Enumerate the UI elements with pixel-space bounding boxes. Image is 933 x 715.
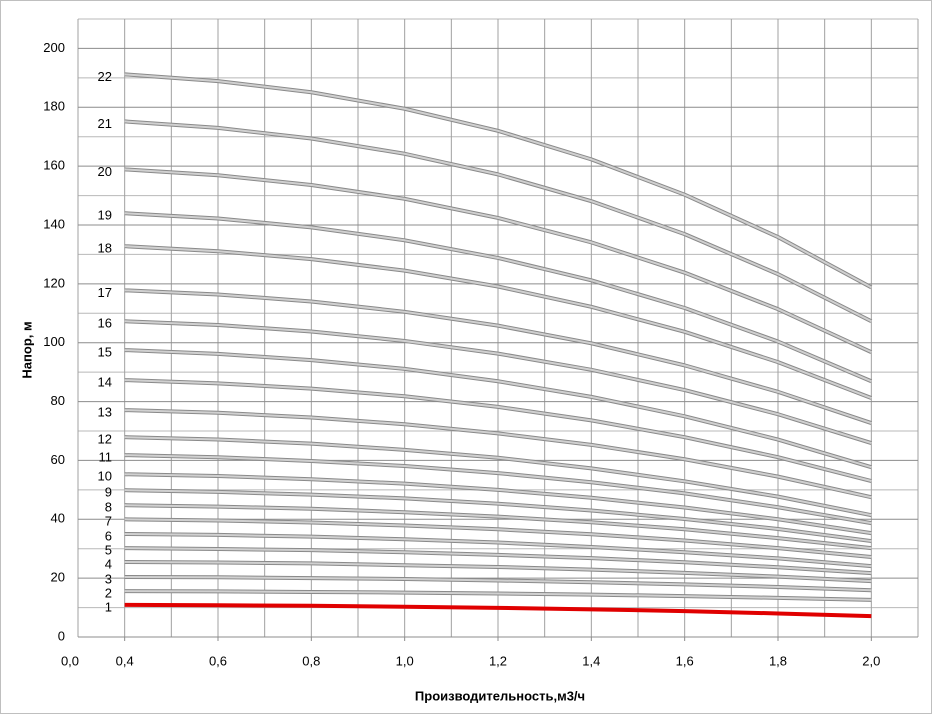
y-tick-label: 80 — [51, 393, 65, 408]
series-label: 10 — [98, 469, 112, 484]
y-tick-label: 40 — [51, 511, 65, 526]
pump-curve — [124, 212, 872, 383]
series-label: 21 — [98, 116, 112, 131]
pump-curve — [124, 245, 872, 399]
x-tick-label: 1,4 — [582, 653, 600, 668]
pump-curve — [124, 168, 872, 354]
series-label: 4 — [105, 556, 112, 571]
series-label: 16 — [98, 316, 112, 331]
pump-curve — [124, 560, 872, 583]
x-tick-label: 2,0 — [862, 653, 880, 668]
series-label: 8 — [105, 500, 112, 515]
series-label: 1 — [105, 599, 112, 614]
y-tick-label: 100 — [43, 334, 65, 349]
x-tick-label: 1,6 — [676, 653, 694, 668]
pump-curve — [124, 436, 872, 517]
pump-curve — [124, 473, 872, 535]
series-label: 5 — [105, 543, 112, 558]
x-tick-label: 1,2 — [489, 653, 507, 668]
x-tick-label: 0,8 — [302, 653, 320, 668]
series-label: 7 — [105, 514, 112, 529]
y-tick-label: 140 — [43, 216, 65, 231]
x-tick-label: 0,6 — [209, 653, 227, 668]
series-label: 2 — [105, 586, 112, 601]
y-tick-label: 160 — [43, 158, 65, 173]
pump-curve — [124, 602, 872, 619]
pump-curve — [124, 533, 872, 568]
pump-curve — [124, 454, 872, 525]
pump-curve — [124, 489, 872, 543]
pump-curve — [124, 409, 872, 499]
pump-curve — [124, 379, 872, 482]
series-label: 12 — [98, 432, 112, 447]
series-label: 3 — [105, 571, 112, 586]
y-tick-label: 20 — [51, 570, 65, 585]
pump-curve — [124, 518, 872, 558]
series-label: 18 — [98, 241, 112, 256]
y-tick-label: 120 — [43, 275, 65, 290]
x-axis-title: Производительность,м3/ч — [415, 688, 585, 703]
pump-curve — [124, 590, 872, 601]
pump-curve — [124, 320, 872, 445]
y-tick-label: 200 — [43, 40, 65, 55]
pump-curve — [124, 120, 872, 323]
series-label: 14 — [98, 375, 112, 390]
x-tick-label: 0,4 — [116, 653, 134, 668]
pump-curve — [124, 289, 872, 425]
y-tick-label: 60 — [51, 452, 65, 467]
series-label: 9 — [105, 485, 112, 500]
series-label: 20 — [98, 164, 112, 179]
y-tick-label: 180 — [43, 99, 65, 114]
pump-curve — [124, 504, 872, 550]
pump-curve — [124, 547, 872, 575]
series-label: 6 — [105, 528, 112, 543]
series-label: 13 — [98, 405, 112, 420]
x-origin-label: 0,0 — [61, 653, 79, 668]
pump-curve — [124, 349, 872, 469]
series-label: 19 — [98, 208, 112, 223]
x-tick-label: 1,0 — [396, 653, 414, 668]
series-label: 22 — [98, 69, 112, 84]
pump-curve — [124, 575, 872, 592]
series-label: 15 — [98, 345, 112, 360]
series-label: 17 — [98, 285, 112, 300]
x-tick-label: 1,8 — [769, 653, 787, 668]
y-tick-label: 0 — [58, 628, 65, 643]
y-axis-title: Напор, м — [19, 321, 34, 378]
series-label: 11 — [99, 450, 113, 465]
pump-curve — [124, 73, 872, 289]
